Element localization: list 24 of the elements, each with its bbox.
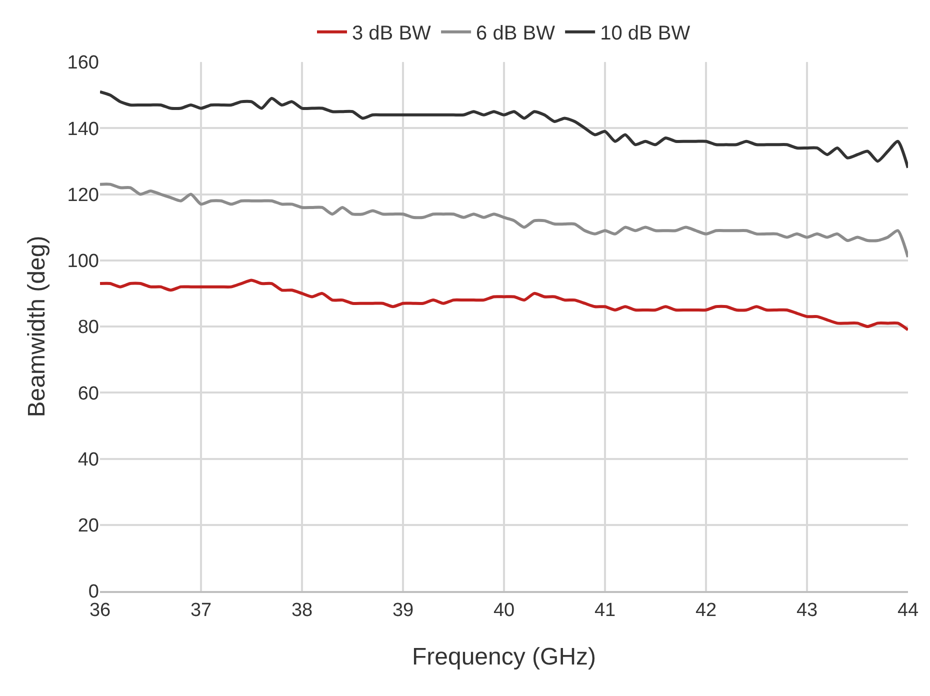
y-tick-label: 20 bbox=[78, 516, 99, 537]
y-tick-label: 60 bbox=[78, 383, 99, 404]
line-series bbox=[100, 182, 908, 259]
y-tick-label: 100 bbox=[67, 251, 99, 272]
y-tick-label: 160 bbox=[67, 52, 99, 74]
y-tick-label: 40 bbox=[78, 449, 99, 470]
x-tick-label: 43 bbox=[796, 600, 818, 621]
line-series bbox=[100, 90, 908, 170]
x-tick-label: 42 bbox=[695, 600, 717, 621]
x-tick-label: 44 bbox=[897, 600, 919, 621]
y-axis-title: Beamwidth (deg) bbox=[23, 236, 50, 418]
x-axis-title: Frequency (GHz) bbox=[412, 644, 596, 671]
y-tick-label: 120 bbox=[67, 184, 99, 206]
y-tick-label: 80 bbox=[78, 317, 99, 338]
x-tick-label: 38 bbox=[291, 600, 313, 621]
x-tick-label: 39 bbox=[392, 600, 414, 621]
y-tick-label: 140 bbox=[67, 118, 99, 140]
legend-label: 6 dB BW bbox=[476, 22, 556, 45]
legend-label: 10 dB BW bbox=[600, 22, 690, 45]
x-tick-label: 40 bbox=[493, 600, 515, 621]
x-tick-label: 37 bbox=[190, 600, 212, 621]
line-series bbox=[100, 278, 908, 332]
legend-label: 3 dB BW bbox=[352, 22, 432, 45]
x-tick-label: 41 bbox=[594, 600, 616, 621]
